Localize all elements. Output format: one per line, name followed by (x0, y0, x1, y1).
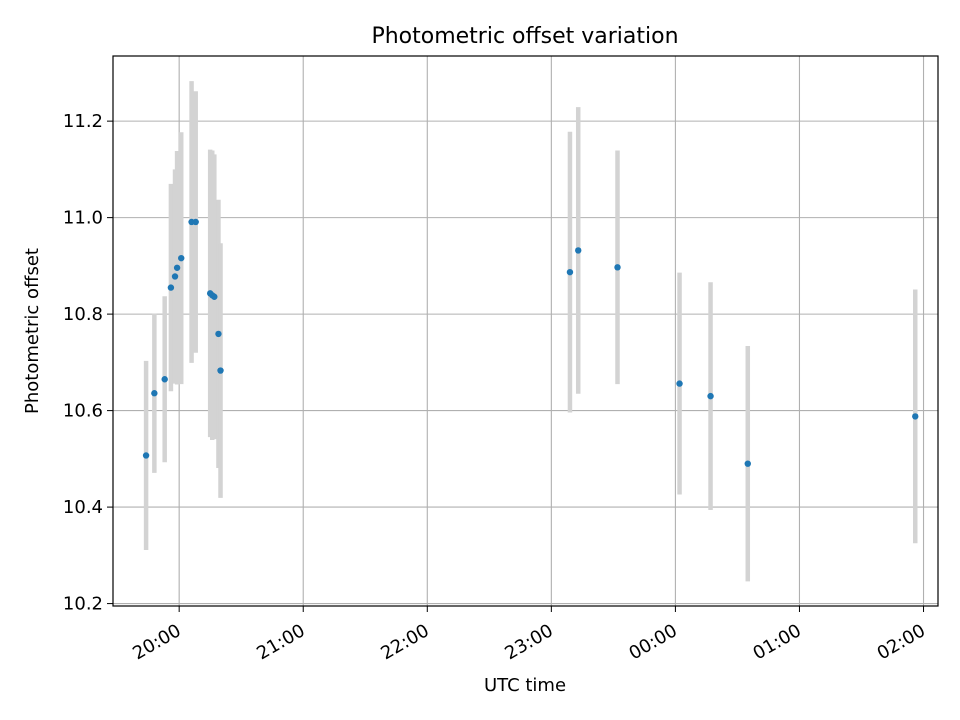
x-tick-label: 22:00 (377, 620, 432, 664)
data-point (707, 392, 714, 400)
data-point (566, 268, 574, 276)
data-point (167, 284, 175, 291)
data-point (178, 254, 185, 262)
plot-area-frame (112, 55, 939, 607)
data-point (211, 293, 218, 300)
chart-title: Photometric offset variation (371, 24, 678, 49)
data-point (676, 380, 683, 387)
y-axis-label: Photometric offset (22, 248, 43, 414)
data-point (173, 264, 181, 271)
y-tick-label: 11.2 (63, 111, 103, 132)
data-point (744, 460, 751, 467)
data-point (575, 247, 582, 254)
data-point (151, 390, 158, 397)
y-tick-label: 10.6 (63, 401, 103, 422)
x-tick-label: 00:00 (625, 620, 680, 664)
data-point (171, 273, 179, 280)
x-axis-label: UTC time (484, 675, 566, 696)
y-tick-label: 10.2 (63, 594, 103, 615)
y-tick-label: 10.4 (63, 497, 103, 518)
x-tick-label: 01:00 (750, 620, 805, 664)
data-point (614, 264, 621, 271)
data-point (912, 413, 919, 420)
data-point (215, 330, 222, 338)
x-tick-label: 21:00 (253, 620, 308, 664)
data-point (142, 452, 150, 459)
x-tick-label: 02:00 (874, 620, 929, 664)
x-tick-label: 20:00 (129, 620, 184, 664)
grid (113, 56, 938, 606)
y-tick-label: 10.8 (63, 304, 103, 325)
data-point (161, 376, 168, 383)
x-tick-label: 23:00 (501, 620, 556, 664)
y-tick-label: 11.0 (63, 208, 103, 229)
data-point (217, 367, 224, 374)
data-points (142, 218, 919, 467)
data-point (192, 218, 199, 226)
